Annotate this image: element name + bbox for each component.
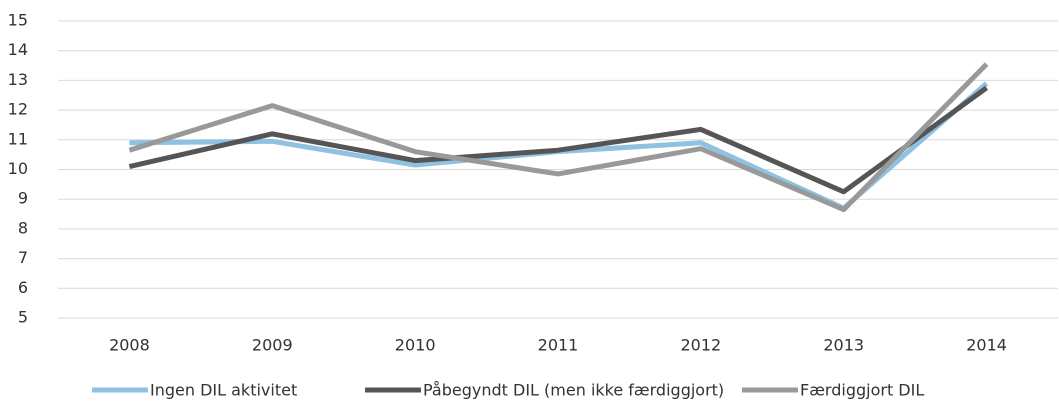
- y-tick-label: 9: [18, 189, 28, 208]
- y-tick-label: 10: [8, 159, 28, 178]
- y-tick-label: 11: [8, 129, 28, 148]
- series-line: [129, 81, 989, 211]
- x-tick-label: 2010: [395, 336, 436, 355]
- legend-label: Ingen DIL aktivitet: [150, 381, 297, 400]
- legend-label: Påbegyndt DIL (men ikke færdiggjort): [423, 381, 724, 400]
- x-tick-label: 2009: [252, 336, 293, 355]
- series-line: [128, 62, 989, 213]
- y-tick-label: 8: [18, 218, 28, 237]
- series-line: [128, 85, 989, 195]
- x-tick-label: 2011: [538, 336, 579, 355]
- legend-label: Færdiggjort DIL: [800, 381, 924, 400]
- y-tick-label: 5: [18, 308, 28, 327]
- x-tick-label: 2014: [966, 336, 1007, 355]
- x-tick-label: 2012: [680, 336, 721, 355]
- x-tick-label: 2013: [823, 336, 864, 355]
- y-tick-label: 7: [18, 248, 28, 267]
- y-tick-label: 12: [8, 100, 28, 119]
- x-tick-label: 2008: [109, 336, 150, 355]
- y-tick-label: 14: [8, 40, 28, 59]
- y-tick-label: 15: [8, 11, 28, 30]
- y-tick-label: 6: [18, 278, 28, 297]
- y-tick-label: 13: [8, 70, 28, 89]
